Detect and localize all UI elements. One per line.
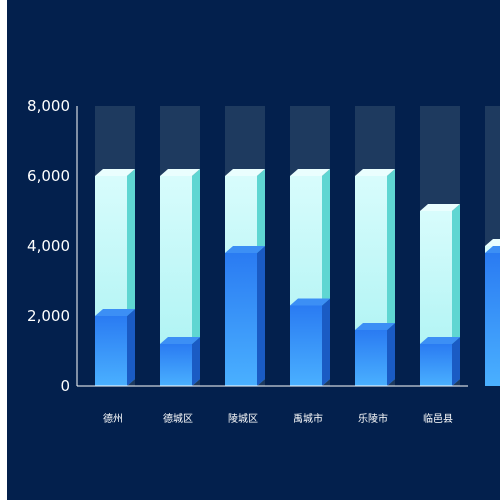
outer-bar-cap bbox=[95, 169, 135, 176]
inner-bar-cap bbox=[420, 337, 460, 344]
y-tick-label: 0 bbox=[60, 377, 70, 395]
y-axis: 0 2,000 4,000 6,000 8,000 bbox=[27, 97, 78, 395]
outer-bar-cap bbox=[420, 204, 460, 211]
x-tick-label: 德城区 bbox=[163, 412, 193, 425]
y-tick-label: 4,000 bbox=[27, 237, 70, 255]
outer-bar-side bbox=[192, 169, 200, 386]
inner-bar-side bbox=[127, 309, 135, 386]
inner-bar-cap bbox=[95, 309, 135, 316]
inner-bar-front bbox=[485, 253, 500, 386]
inner-bar-side bbox=[257, 246, 265, 386]
y-tick-label: 2,000 bbox=[27, 307, 70, 325]
inner-bar-front bbox=[355, 330, 387, 386]
x-tick-label: 德州 bbox=[103, 412, 123, 425]
outer-bar-cap bbox=[355, 169, 395, 176]
y-tick-label: 6,000 bbox=[27, 167, 70, 185]
frame-left-edge bbox=[0, 0, 7, 500]
inner-bar-cap bbox=[160, 337, 200, 344]
inner-bar-cap bbox=[225, 246, 265, 253]
inner-bar-front bbox=[160, 344, 192, 386]
inner-bar-side bbox=[322, 298, 330, 386]
x-tick-label: 临邑县 bbox=[423, 412, 453, 425]
inner-bar-cap bbox=[485, 246, 500, 253]
y-tick-label: 8,000 bbox=[27, 97, 70, 115]
outer-bar-cap bbox=[485, 239, 500, 246]
inner-bar-front bbox=[290, 305, 322, 386]
inner-bar-side bbox=[192, 337, 200, 386]
x-axis: 德州 德城区 陵城区 禹城市 乐陵市 临邑县 bbox=[77, 385, 468, 425]
outer-bar-cap bbox=[225, 169, 265, 176]
x-tick-label: 陵城区 bbox=[228, 413, 258, 425]
inner-bar-cap bbox=[355, 323, 395, 330]
inner-bar-front bbox=[420, 344, 452, 386]
inner-bar-side bbox=[387, 323, 395, 386]
inner-bar-cap bbox=[290, 298, 330, 306]
inner-bar-front bbox=[225, 253, 257, 386]
outer-bar-cap bbox=[160, 169, 200, 176]
outer-bar-cap bbox=[290, 169, 330, 176]
inner-bars bbox=[95, 246, 500, 386]
x-tick-label: 乐陵市 bbox=[358, 412, 388, 425]
inner-bar-front bbox=[95, 316, 127, 386]
inner-bar-side bbox=[452, 337, 460, 386]
x-tick-label: 禹城市 bbox=[293, 412, 323, 425]
